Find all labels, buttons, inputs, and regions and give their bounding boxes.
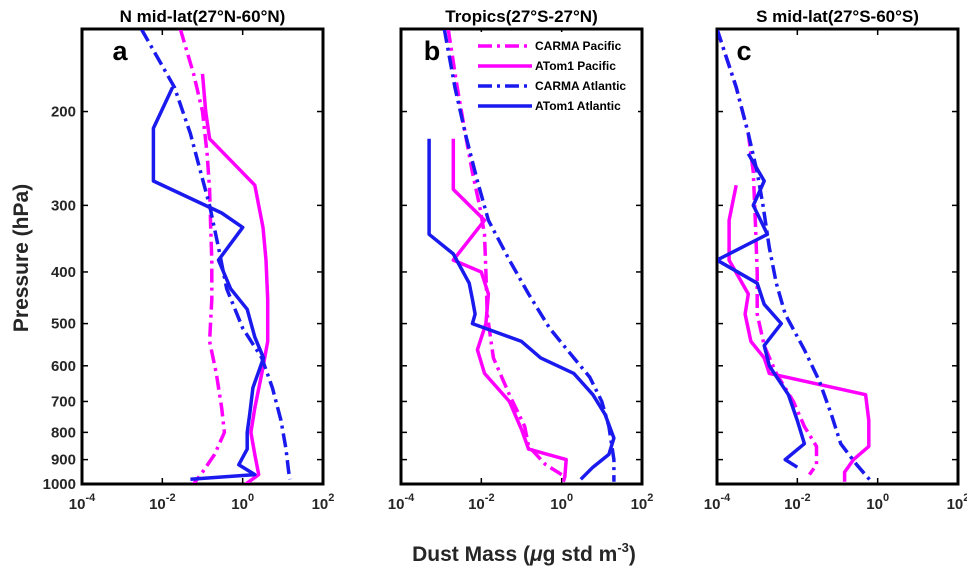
x-tick-exponent: 2	[647, 492, 653, 504]
series-line-carma-pacific	[178, 30, 227, 483]
legend-entry: CARMA Pacific	[535, 39, 622, 53]
x-tick-base: 10	[312, 496, 329, 513]
x-tick-label: 102	[631, 492, 654, 513]
x-tick-label: 100	[550, 492, 573, 513]
series-line-atom1-pacific	[200, 73, 270, 483]
panel-title: N mid-lat(27°N-60°N)	[120, 7, 286, 26]
x-tick-label: 100	[231, 492, 254, 513]
legend-entry: CARMA Atlantic	[535, 79, 626, 93]
series-line-carma-atlantic	[718, 30, 873, 483]
y-axis-label: Pressure (hPa)	[10, 184, 33, 332]
panel-a: N mid-lat(27°N-60°N)a10-4 10-2 100 10220030…	[43, 7, 335, 513]
x-axis-label-exponent: -3	[617, 540, 629, 555]
series-line-atom1-atlantic	[427, 138, 616, 481]
panel-title: S mid-lat(27°S-60°S)	[756, 7, 919, 26]
x-tick-exponent: -2	[801, 492, 811, 504]
x-tick-base: 10	[550, 496, 567, 513]
plot-frame	[715, 27, 960, 486]
y-tick-label: 700	[51, 393, 76, 410]
x-tick-exponent: 0	[567, 492, 573, 504]
x-axis-label-close: )	[629, 543, 636, 566]
x-tick-base: 10	[468, 496, 485, 513]
y-tick-label: 900	[51, 452, 76, 469]
x-tick-base: 10	[866, 496, 883, 513]
x-tick-base: 10	[231, 496, 248, 513]
x-axis-label-main: Dust Mass (	[412, 543, 530, 566]
x-tick-base: 10	[631, 496, 648, 513]
y-tick-label: 400	[51, 264, 76, 281]
y-tick-label: 800	[51, 424, 76, 441]
x-tick-exponent: -4	[85, 492, 96, 504]
y-tick-label: 1000	[43, 476, 76, 493]
panel-letter: b	[424, 36, 441, 66]
x-tick-exponent: -4	[404, 492, 415, 504]
series-line-atom1-pacific	[451, 138, 568, 483]
series-line-atom1-atlantic	[151, 86, 266, 482]
x-tick-exponent: 2	[963, 492, 967, 504]
x-tick-base: 10	[704, 496, 721, 513]
x-tick-label: 10-4	[69, 492, 96, 513]
legend-entry: ATom1 Atlantic	[535, 99, 621, 113]
panel-b: Tropics(27°S-27°N)b10-4 10-2 100 102	[388, 7, 654, 513]
x-tick-exponent: 0	[248, 492, 254, 504]
panel-letter: a	[112, 36, 128, 66]
x-tick-base: 10	[388, 496, 405, 513]
x-tick-base: 10	[947, 496, 964, 513]
x-tick-exponent: -4	[720, 492, 731, 504]
x-tick-base: 10	[149, 496, 166, 513]
x-tick-label: 100	[866, 492, 889, 513]
panel-title: Tropics(27°S-27°N)	[445, 7, 597, 26]
x-tick-label: 10-4	[388, 492, 415, 513]
x-tick-exponent: -2	[166, 492, 176, 504]
x-tick-label: 10-2	[468, 492, 494, 513]
x-axis-label-mu: μ	[529, 543, 543, 566]
plot-frame	[399, 27, 644, 486]
legend-box	[474, 32, 638, 116]
plot-frame	[80, 27, 325, 486]
x-tick-label: 10-4	[704, 492, 731, 513]
x-tick-label: 10-2	[784, 492, 810, 513]
series-line-atom1-atlantic	[718, 152, 807, 469]
x-tick-exponent: 2	[328, 492, 334, 504]
panel-letter: c	[736, 36, 751, 66]
x-axis-label: Dust Mass (μg std m-3)	[412, 540, 636, 566]
panel-c: S mid-lat(27°S-60°S)c10-4 10-2 100 102	[704, 7, 967, 513]
x-tick-base: 10	[784, 496, 801, 513]
y-tick-label: 300	[51, 197, 76, 214]
series-line-carma-atlantic	[139, 30, 292, 480]
legend: CARMA Pacific ATom1 Pacific CARMA Atlantic…	[474, 32, 638, 116]
legend-entry: ATom1 Pacific	[535, 59, 616, 73]
x-tick-exponent: -2	[485, 492, 495, 504]
x-tick-exponent: 0	[883, 492, 889, 504]
x-tick-label: 102	[312, 492, 335, 513]
x-tick-base: 10	[69, 496, 86, 513]
x-tick-label: 102	[947, 492, 967, 513]
y-tick-label: 500	[51, 316, 76, 333]
series-line-atom1-pacific	[727, 184, 871, 482]
x-tick-label: 10-2	[149, 492, 175, 513]
y-tick-label: 600	[51, 358, 76, 375]
x-axis-label-unit: g std m	[543, 543, 618, 566]
y-tick-label: 200	[51, 104, 76, 121]
